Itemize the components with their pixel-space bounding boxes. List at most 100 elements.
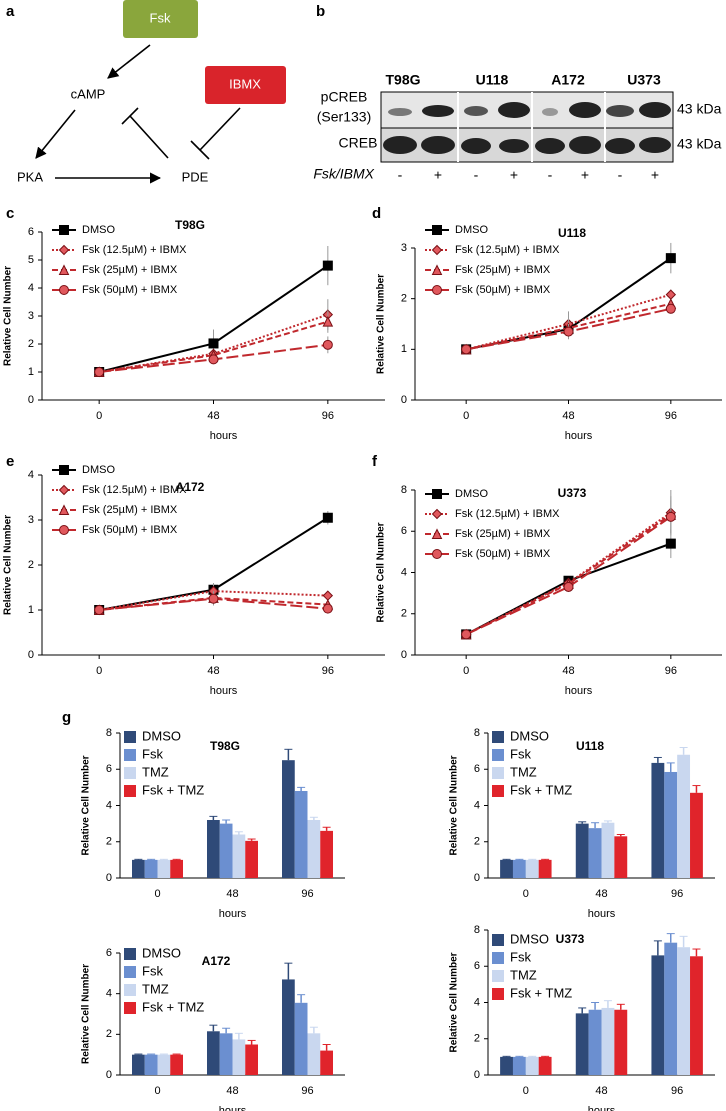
bar bbox=[144, 859, 158, 878]
treatment-sign: - bbox=[398, 167, 403, 183]
legend-label: TMZ bbox=[142, 764, 169, 779]
legend-label: TMZ bbox=[510, 967, 537, 982]
treatment-sign: - bbox=[474, 167, 479, 183]
legend-label: Fsk (25µM) + IBMX bbox=[82, 504, 178, 516]
bar bbox=[207, 1031, 220, 1075]
y-tick-label: 6 bbox=[474, 763, 480, 775]
legend-marker bbox=[59, 225, 69, 235]
legend-marker bbox=[432, 549, 442, 559]
bar bbox=[170, 1054, 183, 1075]
y-tick-label: 2 bbox=[474, 836, 480, 848]
cell-line: U118 bbox=[476, 72, 509, 88]
chart-title: T98G bbox=[175, 218, 205, 232]
panel-label: c bbox=[6, 205, 14, 222]
point bbox=[322, 512, 333, 523]
bar bbox=[601, 1007, 615, 1075]
x-axis-title: hours bbox=[219, 1105, 247, 1111]
y-tick-label: 4 bbox=[28, 282, 34, 294]
point bbox=[208, 593, 219, 604]
y-tick-label: 2 bbox=[474, 1033, 480, 1045]
node-box bbox=[205, 66, 286, 104]
bar bbox=[588, 828, 602, 878]
x-tick-label: 0 bbox=[154, 1085, 160, 1097]
panel-label: d bbox=[372, 205, 381, 222]
bar bbox=[614, 1009, 628, 1075]
node-label: cAMP bbox=[71, 86, 106, 101]
y-tick-label: 0 bbox=[106, 872, 112, 884]
legend-marker bbox=[431, 528, 443, 539]
y-axis-title: Relative Cell Number bbox=[376, 522, 387, 622]
bar bbox=[307, 820, 321, 878]
chart-title: U373 bbox=[556, 932, 585, 946]
x-tick-label: 0 bbox=[463, 665, 469, 677]
legend-label: Fsk (12.5µM) + IBMX bbox=[455, 244, 560, 256]
bar bbox=[320, 830, 333, 878]
series-line bbox=[99, 313, 329, 373]
legend-label: DMSO bbox=[455, 224, 488, 236]
point bbox=[665, 538, 676, 549]
bar bbox=[677, 754, 691, 878]
bar bbox=[282, 760, 295, 878]
y-tick-label: 8 bbox=[106, 727, 112, 739]
inhibition bbox=[199, 107, 241, 151]
bar bbox=[232, 834, 246, 878]
y-axis-title: Relative Cell Number bbox=[81, 964, 92, 1064]
x-tick-label: 48 bbox=[226, 888, 238, 900]
legend-label: DMSO bbox=[82, 224, 115, 236]
series-line bbox=[465, 511, 672, 636]
bar bbox=[664, 771, 678, 878]
y-tick-label: 6 bbox=[474, 960, 480, 972]
legend-label: Fsk (12.5µM) + IBMX bbox=[82, 244, 187, 256]
point bbox=[322, 590, 334, 601]
legend-swatch bbox=[124, 984, 136, 996]
x-tick-label: 96 bbox=[671, 1085, 683, 1097]
point bbox=[665, 511, 676, 522]
treatment-sign: + bbox=[581, 167, 589, 183]
legend-label: Fsk (25µM) + IBMX bbox=[82, 264, 178, 276]
legend-label: DMSO bbox=[142, 945, 181, 960]
point bbox=[461, 344, 472, 355]
arrow bbox=[35, 109, 76, 159]
row-label: pCREB bbox=[321, 89, 368, 105]
x-tick-label: 96 bbox=[671, 888, 683, 900]
bar bbox=[500, 859, 513, 878]
cell-line: U373 bbox=[627, 72, 661, 88]
y-tick-label: 6 bbox=[401, 525, 407, 537]
x-tick-label: 48 bbox=[207, 410, 219, 422]
point bbox=[665, 303, 676, 314]
x-tick-label: 96 bbox=[665, 410, 677, 422]
bar bbox=[219, 1033, 233, 1075]
y-tick-label: 2 bbox=[28, 559, 34, 571]
arrow bbox=[107, 44, 151, 79]
bands bbox=[383, 102, 671, 154]
treatment-sign: + bbox=[510, 167, 518, 183]
x-tick-label: 96 bbox=[301, 888, 313, 900]
y-axis-title: Relative Cell Number bbox=[449, 755, 460, 855]
y-tick-label: 0 bbox=[28, 649, 34, 661]
legend-label: Fsk (50µM) + IBMX bbox=[455, 284, 551, 296]
point bbox=[208, 354, 219, 365]
legend-swatch bbox=[124, 749, 136, 761]
node-box bbox=[123, 0, 198, 38]
legend-label: Fsk bbox=[510, 949, 531, 964]
x-tick-label: 48 bbox=[562, 410, 574, 422]
legend-marker bbox=[58, 504, 70, 515]
chart-title: U118 bbox=[576, 739, 604, 753]
point bbox=[665, 253, 676, 264]
bar bbox=[512, 859, 526, 878]
x-tick-label: 48 bbox=[595, 888, 607, 900]
x-tick-label: 0 bbox=[463, 410, 469, 422]
y-axis-title: Relative Cell Number bbox=[3, 515, 14, 615]
x-axis-title: hours bbox=[588, 1105, 616, 1111]
chart-title: U373 bbox=[558, 486, 587, 500]
y-tick-label: 3 bbox=[401, 242, 407, 254]
bar bbox=[588, 1009, 602, 1075]
bar bbox=[651, 955, 665, 1075]
legend-marker bbox=[58, 264, 70, 275]
point bbox=[322, 260, 333, 271]
inhibition-bar bbox=[190, 140, 210, 160]
treatment-label: Fsk/IBMX bbox=[313, 166, 374, 182]
cell-line: T98G bbox=[385, 72, 420, 88]
legend-swatch bbox=[492, 731, 504, 743]
